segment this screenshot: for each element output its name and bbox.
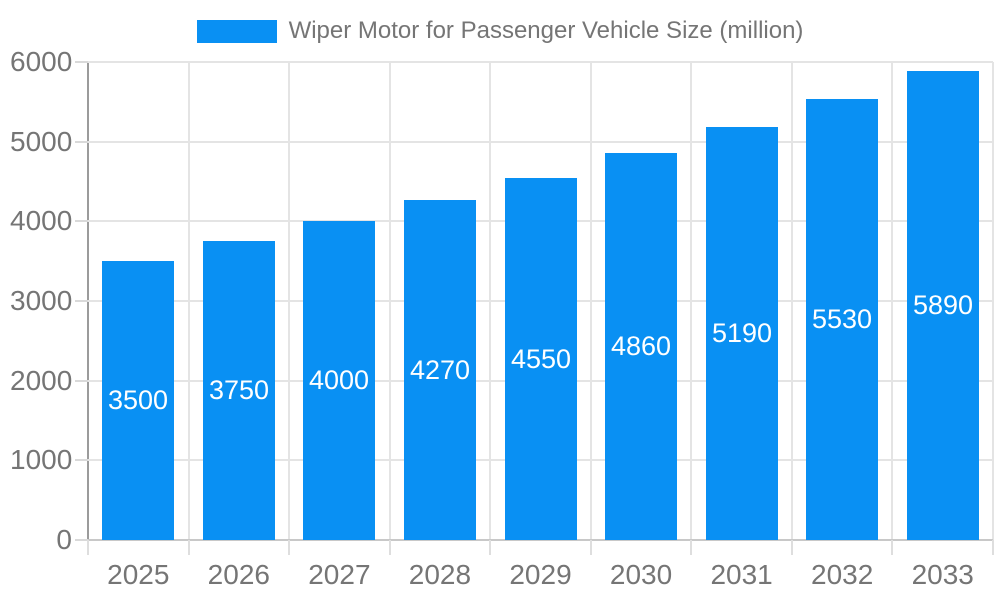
- bar-2027: 4000: [303, 221, 375, 540]
- bar-value-label: 3750: [208, 375, 270, 405]
- bar-2033: 5890: [907, 71, 979, 540]
- bar-value-label: 5190: [711, 318, 773, 348]
- x-axis-line: [88, 539, 993, 541]
- x-axis-tick: [388, 540, 391, 555]
- x-axis-label: 2033: [911, 559, 974, 590]
- x-axis-label: 2027: [308, 559, 371, 590]
- x-axis-tick: [891, 540, 894, 555]
- x-axis-tick: [489, 540, 492, 555]
- bar-2031: 5190: [706, 127, 778, 540]
- x-axis-label: 2030: [609, 559, 673, 590]
- bar-value-label: 4550: [510, 343, 572, 374]
- x-axis-tick: [992, 540, 994, 555]
- y-axis-tick: [75, 220, 88, 223]
- x-axis-tick: [690, 540, 693, 555]
- x-gridline: [489, 62, 492, 540]
- bar-2030: 4860: [605, 153, 677, 540]
- y-axis-label: 4000: [10, 205, 73, 237]
- x-gridline: [790, 62, 793, 540]
- x-axis-tick: [589, 540, 592, 555]
- y-axis-tick: [75, 61, 88, 63]
- bar-2028: 4270: [404, 200, 476, 540]
- x-axis-label: 2026: [207, 559, 270, 590]
- x-axis-tick: [87, 540, 89, 555]
- x-axis-label: 2032: [811, 559, 874, 590]
- y-axis-tick: [75, 300, 88, 302]
- bar-value-label: 3500: [107, 385, 169, 415]
- y-axis-tick: [75, 459, 88, 462]
- x-gridline: [992, 62, 994, 540]
- y-axis-tick: [75, 140, 88, 143]
- x-axis-label: 2028: [408, 559, 472, 590]
- y-axis-label: 5000: [10, 125, 73, 157]
- bar-value-label: 4000: [308, 365, 370, 395]
- bar-value-label: 5530: [811, 304, 873, 334]
- x-gridline: [388, 62, 391, 540]
- y-axis-label: 6000: [10, 46, 73, 77]
- bar-value-label: 4860: [610, 331, 672, 361]
- bar-2025: 3500: [102, 261, 174, 540]
- x-axis-label: 2025: [107, 559, 170, 590]
- x-gridline: [187, 62, 190, 540]
- x-axis-label: 2029: [509, 559, 572, 590]
- y-gridline: [88, 140, 993, 143]
- y-axis-label: 0: [56, 524, 72, 555]
- chart-legend: Wiper Motor for Passenger Vehicle Size (…: [0, 17, 1000, 45]
- x-gridline: [690, 62, 693, 540]
- y-axis-tick: [75, 539, 88, 541]
- x-gridline: [288, 62, 291, 540]
- x-axis-tick: [187, 540, 190, 555]
- y-axis-label: 2000: [10, 364, 73, 396]
- bar-value-label: 4270: [409, 354, 471, 385]
- bar-2029: 4550: [505, 178, 577, 540]
- y-axis-line: [87, 62, 89, 555]
- x-gridline: [891, 62, 894, 540]
- y-gridline: [88, 61, 993, 63]
- bar-2026: 3750: [203, 241, 275, 540]
- bar-value-label: 5890: [912, 290, 974, 320]
- x-axis-tick: [288, 540, 291, 555]
- y-axis-label: 3000: [10, 285, 73, 316]
- x-axis-tick: [790, 540, 793, 555]
- x-axis-label: 2031: [710, 559, 773, 590]
- bar-2032: 5530: [806, 99, 878, 540]
- x-gridline: [589, 62, 592, 540]
- legend-swatch: [196, 19, 277, 43]
- legend-label: Wiper Motor for Passenger Vehicle Size (…: [288, 17, 804, 44]
- y-axis-label: 1000: [10, 444, 73, 476]
- y-axis-tick: [75, 379, 88, 382]
